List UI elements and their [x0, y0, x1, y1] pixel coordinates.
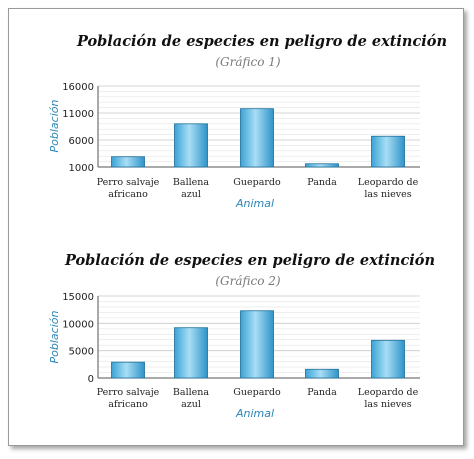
x-tick-label: Guepardo — [233, 177, 281, 188]
chart-2-y-ticks: 0 5000 10000 15000 — [62, 292, 94, 385]
bar — [174, 123, 208, 168]
x-tick-label: Panda — [307, 177, 337, 188]
x-tick-label: Perro salvaje africano — [97, 387, 160, 410]
chart-2: Población de especies en peligro de exti… — [48, 252, 435, 420]
x-tick-label: Perro salvaje africano — [97, 177, 160, 200]
y-tick-label: 0 — [88, 374, 94, 385]
x-tick-label: Leopardo de las nieves — [358, 387, 419, 410]
x-tick-label: Guepardo — [233, 387, 281, 398]
chart-1-categories: Perro salvaje africano Ballena azul Guepardo… — [97, 177, 419, 200]
x-tick-label: Leopardo de las nieves — [358, 177, 419, 200]
chart-2-title: Población de especies en peligro de exti… — [64, 252, 435, 269]
chart-2-bars — [111, 310, 405, 379]
bar — [240, 310, 274, 379]
y-tick-label: 16000 — [62, 82, 94, 93]
bar — [371, 135, 405, 168]
chart-1-x-axis-label: Animal — [235, 197, 274, 210]
bar — [111, 156, 145, 168]
x-tick-label: Ballena azul — [173, 387, 209, 410]
y-tick-label: 10000 — [62, 319, 94, 330]
chart-2-y-axis-label: Población — [48, 311, 61, 364]
bar — [111, 361, 145, 379]
bar — [305, 163, 339, 168]
y-tick-label: 5000 — [69, 347, 94, 358]
bar — [174, 327, 208, 379]
y-tick-label: 15000 — [62, 292, 94, 303]
x-tick-label: Panda — [307, 387, 337, 398]
chart-1-y-ticks: 1000 6000 11000 16000 — [62, 82, 94, 174]
y-tick-label: 6000 — [69, 136, 94, 147]
chart-1-subtitle: (Gráfico 1) — [215, 55, 281, 69]
y-tick-label: 1000 — [69, 163, 94, 174]
y-tick-label: 11000 — [62, 109, 94, 120]
chart-1-bars — [111, 108, 405, 168]
chart-1: Población de especies en peligro de exti… — [48, 33, 447, 210]
bar — [305, 368, 339, 379]
chart-2-subtitle: (Gráfico 2) — [215, 274, 281, 288]
chart-2-categories: Perro salvaje africano Ballena azul Guepardo… — [97, 387, 419, 410]
chart-2-x-axis-label: Animal — [235, 407, 274, 420]
chart-1-title: Población de especies en peligro de exti… — [76, 33, 447, 50]
x-tick-label: Ballena azul — [173, 177, 209, 200]
chart-1-y-axis-label: Población — [48, 100, 61, 153]
bar — [240, 108, 274, 168]
bar — [371, 339, 405, 379]
